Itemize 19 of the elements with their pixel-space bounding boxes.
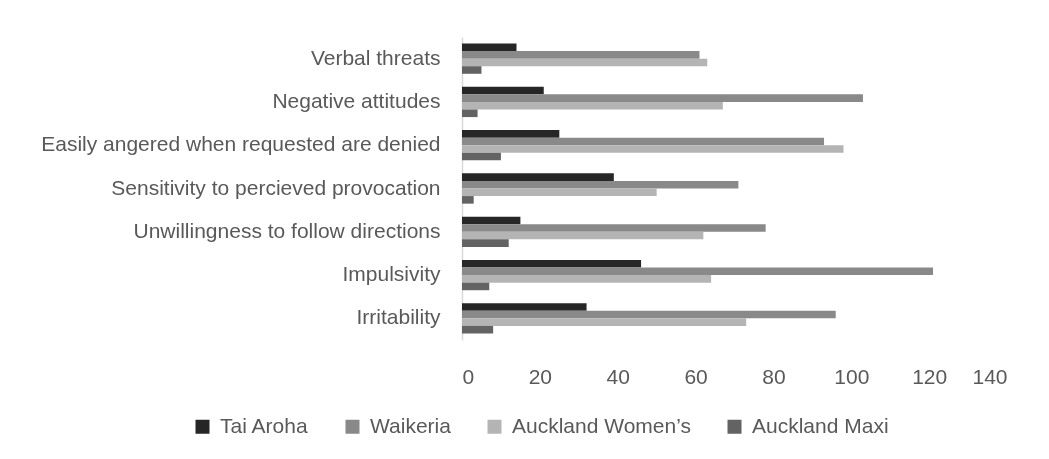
x-tick-label: 20 [528, 364, 553, 388]
x-tick-label: 0 [462, 364, 475, 388]
y-tick-label: Negative attitudes [272, 88, 441, 112]
y-tick-label: Unwillingness to follow directions [133, 218, 441, 242]
y-tick-label: Easily angered when requested are denied [41, 132, 441, 156]
x-tick-label: 40 [606, 364, 630, 388]
legend-label: Auckland Maxi [752, 413, 889, 437]
legend-label: Waikeria [370, 413, 452, 437]
x-tick-label: 60 [684, 364, 708, 388]
y-tick-label: Impulsivity [342, 262, 441, 286]
legend-label: Tai Aroha [220, 413, 308, 437]
y-tick-label: Verbal threats [310, 45, 441, 69]
y-tick-label: Sensitivity to percieved provocation [111, 175, 441, 199]
x-tick-label: 120 [912, 364, 948, 388]
x-tick-label: 80 [762, 364, 786, 388]
x-tick-label: 140 [972, 364, 1008, 388]
x-tick-label: 100 [834, 364, 870, 388]
legend-label: Auckland Women’s [512, 413, 691, 437]
y-tick-label: Irritability [356, 305, 441, 329]
